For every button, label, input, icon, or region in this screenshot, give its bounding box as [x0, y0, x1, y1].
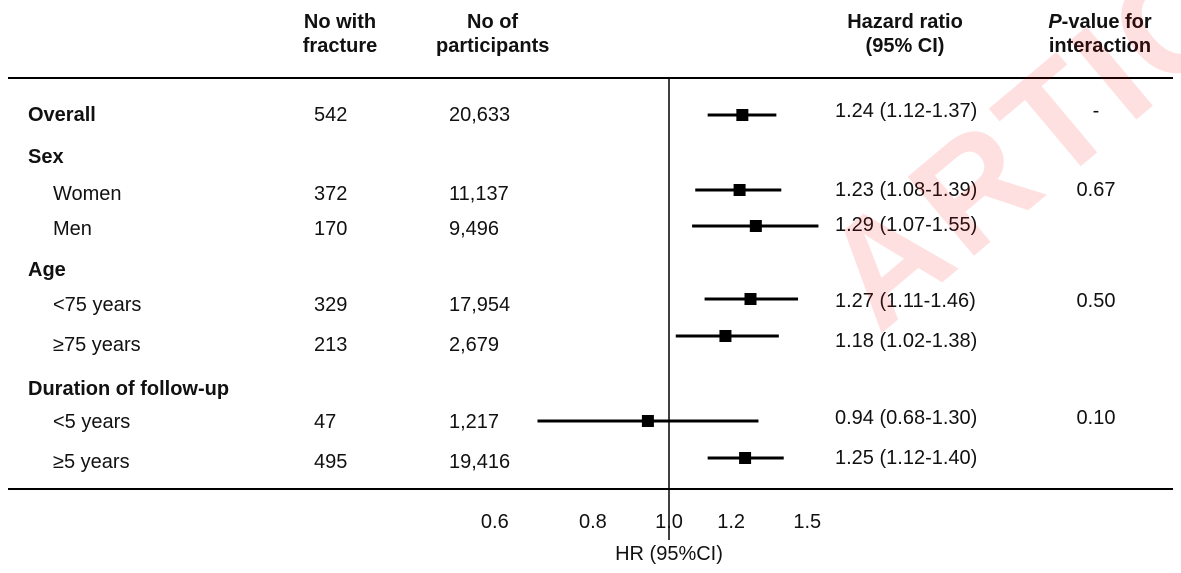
header-p-value: P-value for interaction — [1030, 10, 1170, 58]
hr-marker — [641, 415, 654, 427]
header-hazard-ratio: Hazard ratio (95% CI) — [830, 10, 980, 58]
hr-ci-text: 1.27 (1.11-1.46) — [835, 290, 976, 312]
header-hr-line2: (95% CI) — [865, 35, 945, 57]
hr-ci-text: 1.25 (1.12-1.40) — [835, 447, 978, 469]
participant-count: 9,496 — [449, 218, 500, 240]
p-value: - — [1092, 100, 1100, 122]
header-hr-line1: Hazard ratio — [847, 11, 963, 33]
p-value: 0.67 — [1076, 179, 1116, 201]
header-pval-line2: interaction — [1048, 35, 1152, 57]
fracture-count: 170 — [314, 218, 348, 240]
p-value: 0.50 — [1076, 290, 1116, 312]
hr-ci-text: 0.94 (0.68-1.30) — [835, 407, 978, 429]
x-axis-label: HR (95%CI) — [615, 543, 723, 565]
top-rule — [8, 77, 1173, 79]
hr-ci-text: 1.18 (1.02-1.38) — [835, 330, 978, 352]
header-participants-line1: No of — [467, 11, 519, 33]
row-label: ≥75 years — [53, 334, 141, 356]
fracture-count: 542 — [314, 104, 348, 126]
header-fractures: No with fracture — [290, 10, 390, 58]
x-tick-label: 1.5 — [793, 511, 821, 533]
hr-ci-text: 1.29 (1.07-1.55) — [835, 214, 978, 236]
hr-marker — [749, 220, 762, 232]
header-participants-line2: participants — [436, 35, 550, 57]
row-label: Women — [53, 183, 122, 205]
participant-count: 17,954 — [449, 294, 511, 316]
participant-count: 20,633 — [449, 104, 511, 126]
row-label: ≥5 years — [53, 451, 130, 473]
hr-marker — [739, 452, 752, 464]
header-pval-line1: P-value for — [1030, 10, 1170, 34]
fracture-count: 47 — [314, 411, 337, 433]
header-pval-italic: P — [1048, 11, 1062, 33]
bottom-rule — [8, 488, 1173, 490]
x-tick-label: 1.0 — [655, 511, 683, 533]
x-tick-label: 1.2 — [717, 511, 745, 533]
hr-marker — [736, 109, 749, 121]
row-label: Men — [53, 218, 92, 240]
hr-marker — [744, 293, 757, 305]
fracture-count: 329 — [314, 294, 348, 316]
group-label: Sex — [28, 146, 64, 168]
header-fractures-line1: No with — [303, 11, 377, 33]
p-value: 0.10 — [1076, 407, 1116, 429]
fracture-count: 372 — [314, 183, 348, 205]
fracture-count: 495 — [314, 451, 348, 473]
header-participants: No of participants — [436, 10, 566, 58]
participant-count: 2,679 — [449, 334, 500, 356]
x-tick-label: 0.6 — [481, 511, 509, 533]
participant-count: 1,217 — [449, 411, 500, 433]
hr-marker — [719, 330, 732, 342]
group-label: Duration of follow-up — [28, 378, 230, 400]
row-label: <75 years — [53, 294, 142, 316]
header-fractures-line2: fracture — [302, 35, 378, 57]
header-pval-rest: -value for — [1061, 11, 1152, 33]
hr-ci-text: 1.23 (1.08-1.39) — [835, 179, 978, 201]
participant-count: 11,137 — [449, 183, 509, 205]
fracture-count: 213 — [314, 334, 348, 356]
group-label: Overall — [28, 104, 96, 126]
row-label: <5 years — [53, 411, 131, 433]
x-tick-label: 0.8 — [579, 511, 607, 533]
group-label: Age — [28, 259, 66, 281]
participant-count: 19,416 — [449, 451, 511, 473]
hr-marker — [733, 184, 746, 196]
hr-ci-text: 1.24 (1.12-1.37) — [835, 100, 978, 122]
